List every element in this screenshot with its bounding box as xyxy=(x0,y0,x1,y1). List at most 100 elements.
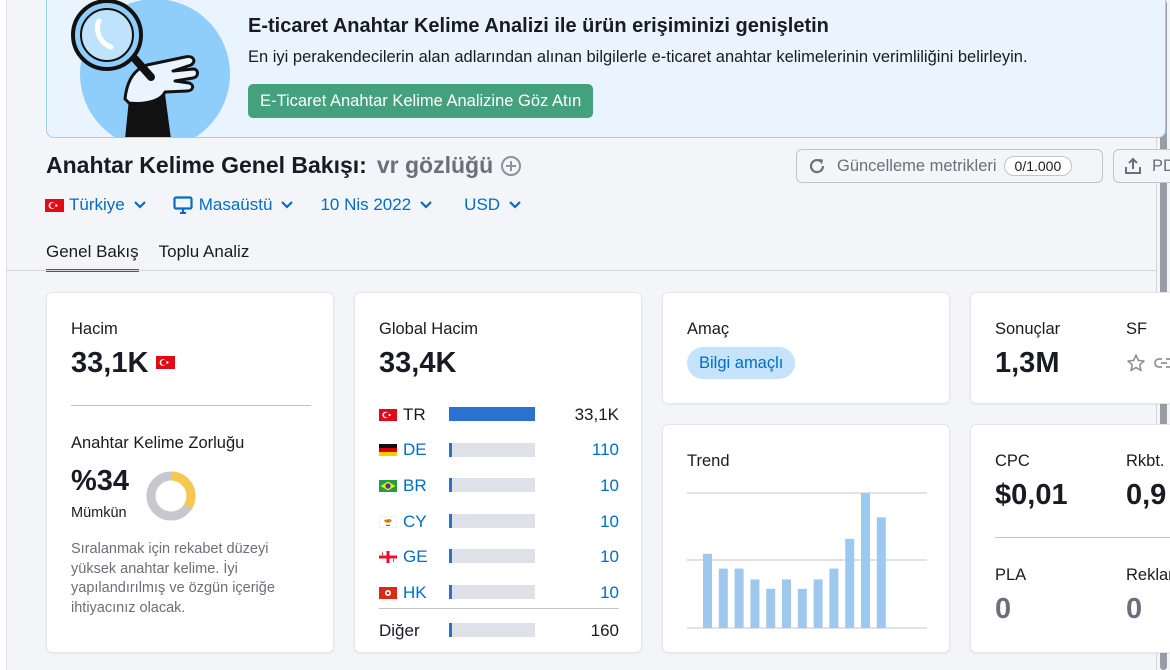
other-label: Diğer xyxy=(379,620,420,640)
kd-donut-arc xyxy=(146,471,196,521)
country-row[interactable]: GE 10 xyxy=(379,539,619,575)
country-bar-fill xyxy=(449,549,453,564)
intent-label: Amaç xyxy=(687,320,730,338)
country-bar xyxy=(449,478,535,493)
tab-bulk-analysis[interactable]: Toplu Analiz xyxy=(158,242,250,261)
add-circle-icon[interactable] xyxy=(500,155,522,177)
trend-bar[interactable] xyxy=(797,588,807,628)
turkey-flag-icon xyxy=(379,408,397,421)
tabs-divider xyxy=(7,270,1157,271)
ads-label: Reklam xyxy=(1126,566,1170,584)
country-volume[interactable]: 10 xyxy=(600,511,619,531)
country-code[interactable]: BR xyxy=(403,475,427,495)
trend-bar[interactable] xyxy=(782,579,791,628)
country-row[interactable]: BR 10 xyxy=(379,468,619,504)
export-pdf-label: PDF xyxy=(1152,156,1170,175)
country-code[interactable]: CY xyxy=(403,511,427,531)
title-row: Anahtar Kelime Genel Bakışı: vr gözlüğü xyxy=(46,152,522,179)
country-volume[interactable]: 10 xyxy=(600,582,619,602)
country-bar-fill xyxy=(449,478,453,493)
ecommerce-analysis-button[interactable]: E-Ticaret Anahtar Kelime Analizine Göz A… xyxy=(248,84,594,118)
results-label: Sonuçlar xyxy=(995,320,1061,338)
chevron-down-icon xyxy=(133,201,146,209)
trend-chart xyxy=(687,492,927,629)
device-filter[interactable]: Masaüstü xyxy=(173,195,295,215)
country-bar xyxy=(449,584,535,599)
update-metrics-counter: 0/1.000 xyxy=(1003,156,1073,176)
banner-title: E-ticaret Anahtar Kelime Analizi ile ürü… xyxy=(248,15,829,37)
cpc-divider xyxy=(995,537,1170,538)
trend-bar[interactable] xyxy=(829,568,839,628)
country-volume[interactable]: 110 xyxy=(591,440,619,460)
trend-bars xyxy=(703,493,886,628)
device-filter-label: Masaüstü xyxy=(198,195,273,214)
cpc-value: $0,01 xyxy=(995,479,1068,511)
export-pdf-button[interactable]: PDF xyxy=(1113,149,1170,183)
other-row: Diğer 160 xyxy=(379,613,619,649)
country-code[interactable]: HK xyxy=(403,582,427,602)
intent-card: Amaç Bilgi amaçlı xyxy=(662,292,950,404)
kd-value: %34 xyxy=(71,465,130,497)
left-sidebar-edge xyxy=(0,0,7,670)
trend-bar[interactable] xyxy=(861,493,870,628)
volume-divider xyxy=(71,405,311,406)
promo-banner: E-ticaret Anahtar Kelime Analizi ile ürü… xyxy=(46,0,1166,138)
other-bar-fill xyxy=(449,623,453,637)
chevron-down-icon xyxy=(509,201,521,209)
trend-bar[interactable] xyxy=(766,588,776,628)
kd-donut-chart xyxy=(146,471,196,521)
country-volume[interactable]: 10 xyxy=(600,475,619,495)
volume-label: Hacim xyxy=(71,320,118,338)
trend-bar[interactable] xyxy=(734,568,744,628)
country-row: TR 33,1K xyxy=(379,397,619,433)
kd-level: Mümkün xyxy=(71,505,127,521)
trend-bar[interactable] xyxy=(876,517,886,628)
currency-filter[interactable]: USD xyxy=(464,195,522,215)
trend-bar[interactable] xyxy=(813,579,823,628)
chevron-down-icon xyxy=(420,201,432,209)
link-icon xyxy=(1154,358,1170,368)
country-code[interactable]: DE xyxy=(403,440,427,460)
country-list: TR 33,1K DE 110 BR 10 CY 10 xyxy=(379,397,619,611)
trend-bar[interactable] xyxy=(703,553,712,628)
intent-badge: Bilgi amaçlı xyxy=(687,347,796,379)
country-filter-label: Türkiye xyxy=(69,195,125,214)
trend-bar[interactable] xyxy=(845,538,855,628)
country-bar-fill xyxy=(449,442,453,457)
volume-value: 33,1K xyxy=(71,347,149,379)
date-filter[interactable]: 10 Nis 2022 xyxy=(320,195,433,215)
trend-label: Trend xyxy=(687,452,730,470)
country-volume: 33,1K xyxy=(574,404,619,424)
kd-description: Sıralanmak için rekabet düzeyi yüksek an… xyxy=(71,541,275,616)
georgia-flag-icon xyxy=(379,551,397,564)
country-filter[interactable]: Türkiye xyxy=(45,195,147,215)
other-volume: 160 xyxy=(590,620,619,640)
export-icon xyxy=(1125,157,1141,174)
cyprus-flag-icon xyxy=(379,515,397,528)
update-metrics-button[interactable]: Güncelleme metrikleri 0/1.000 xyxy=(796,149,1103,183)
country-bar xyxy=(449,407,535,421)
currency-filter-label: USD xyxy=(464,195,501,214)
cpc-label: CPC xyxy=(995,452,1030,470)
hong-kong-flag-icon xyxy=(379,586,397,599)
country-bar-fill xyxy=(449,407,535,421)
global-divider xyxy=(379,608,619,609)
country-code[interactable]: GE xyxy=(403,547,428,567)
results-value: 1,3M xyxy=(995,347,1060,379)
country-row[interactable]: DE 110 xyxy=(379,433,619,469)
page-title: Anahtar Kelime Genel Bakışı: xyxy=(46,152,367,178)
pla-value: 0 xyxy=(995,593,1012,625)
country-code: TR xyxy=(403,404,426,424)
country-bar xyxy=(449,513,535,528)
tab-bar: Genel Bakış Toplu Analiz xyxy=(46,242,269,272)
trend-bar[interactable] xyxy=(750,579,760,628)
refresh-icon xyxy=(809,158,825,174)
volume-card: Hacim 33,1K Anahtar Kelime Zorluğu %34 M… xyxy=(46,292,334,653)
country-row[interactable]: HK 10 xyxy=(379,575,619,611)
brazil-flag-icon xyxy=(379,479,397,492)
country-row[interactable]: CY 10 xyxy=(379,504,619,540)
tab-overview[interactable]: Genel Bakış xyxy=(46,242,139,272)
trend-bar[interactable] xyxy=(718,568,728,628)
country-volume[interactable]: 10 xyxy=(600,547,619,567)
global-volume-value: 33,4K xyxy=(379,347,457,379)
